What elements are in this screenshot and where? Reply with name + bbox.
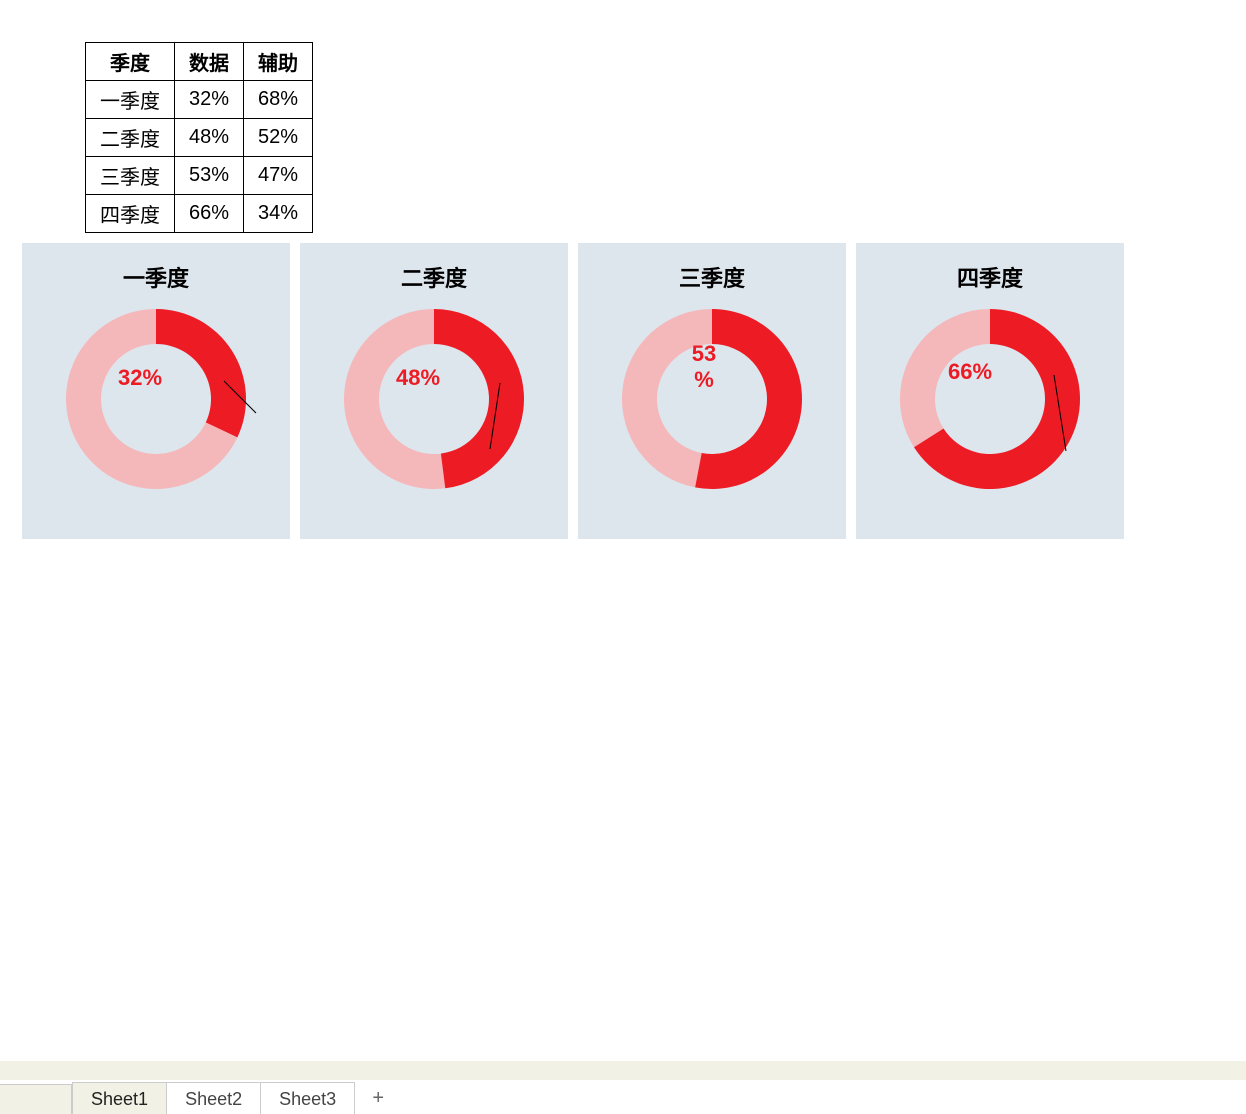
table-cell: 52% — [244, 119, 313, 157]
table-header-cell: 季度 — [86, 43, 175, 81]
chart-card: 三季度 53 % — [578, 243, 846, 539]
table-cell: 一季度 — [86, 81, 175, 119]
donut-wrap: 66% — [856, 303, 1124, 495]
table-row: 三季度53%47% — [86, 157, 313, 195]
donut-chart — [894, 303, 1086, 495]
donut-wrap: 32% — [22, 303, 290, 495]
donut-value-label: 32% — [118, 365, 162, 391]
donut-value-label: 66% — [948, 359, 992, 385]
donut-chart — [338, 303, 530, 495]
sheet-tab[interactable]: Sheet3 — [260, 1082, 355, 1114]
sheet-tab[interactable]: Sheet2 — [166, 1082, 261, 1114]
table-cell: 四季度 — [86, 195, 175, 233]
sheet-tab[interactable]: Sheet1 — [72, 1082, 167, 1114]
sheet-strip — [0, 1061, 1246, 1080]
donut-chart — [616, 303, 808, 495]
table-row: 二季度48%52% — [86, 119, 313, 157]
table-cell: 66% — [175, 195, 244, 233]
donut-wrap: 53 % — [578, 303, 846, 495]
chart-card: 二季度 48% — [300, 243, 568, 539]
table-cell: 68% — [244, 81, 313, 119]
chart-card: 一季度 32% — [22, 243, 290, 539]
add-sheet-button[interactable]: + — [354, 1081, 402, 1114]
table-header-row: 季度 数据 辅助 — [86, 43, 313, 81]
chart-card: 四季度 66% — [856, 243, 1124, 539]
sheet-tab-bar: Sheet1Sheet2Sheet3 + — [0, 1080, 1246, 1114]
table-header-cell: 辅助 — [244, 43, 313, 81]
table-row: 一季度32%68% — [86, 81, 313, 119]
chart-title: 三季度 — [578, 261, 846, 293]
table-header-cell: 数据 — [175, 43, 244, 81]
table-cell: 48% — [175, 119, 244, 157]
plus-icon: + — [372, 1087, 384, 1109]
donut-remainder-arc — [622, 309, 712, 487]
table-cell: 34% — [244, 195, 313, 233]
table-cell: 32% — [175, 81, 244, 119]
table-cell: 53% — [175, 157, 244, 195]
donut-chart — [60, 303, 252, 495]
table-cell: 47% — [244, 157, 313, 195]
donut-wrap: 48% — [300, 303, 568, 495]
sheet-scroll-area[interactable] — [0, 1084, 72, 1114]
chart-title: 一季度 — [22, 261, 290, 293]
donut-remainder-arc — [344, 309, 445, 489]
donut-value-arc — [434, 309, 524, 488]
sheet-tabs-slot: Sheet1Sheet2Sheet3 — [72, 1082, 354, 1114]
chart-title: 二季度 — [300, 261, 568, 293]
donut-value-arc — [156, 309, 246, 437]
table-row: 四季度66%34% — [86, 195, 313, 233]
data-table: 季度 数据 辅助 一季度32%68%二季度48%52%三季度53%47%四季度6… — [85, 42, 313, 233]
chart-title: 四季度 — [856, 261, 1124, 293]
donut-value-label: 53 % — [692, 341, 716, 394]
charts-row: 一季度 32% 二季度 48% 三季度 53 % 四季度 66% — [22, 243, 1124, 539]
table-body: 一季度32%68%二季度48%52%三季度53%47%四季度66%34% — [86, 81, 313, 233]
table-cell: 三季度 — [86, 157, 175, 195]
donut-value-label: 48% — [396, 365, 440, 391]
table-cell: 二季度 — [86, 119, 175, 157]
